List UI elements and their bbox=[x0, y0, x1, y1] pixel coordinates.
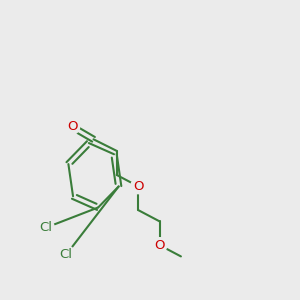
Text: O: O bbox=[67, 120, 77, 133]
Circle shape bbox=[37, 219, 54, 237]
Circle shape bbox=[131, 179, 146, 194]
Circle shape bbox=[152, 238, 167, 253]
Text: Cl: Cl bbox=[60, 248, 73, 261]
Circle shape bbox=[65, 119, 80, 134]
Text: Cl: Cl bbox=[39, 221, 52, 234]
Text: O: O bbox=[154, 238, 165, 252]
Text: O: O bbox=[133, 180, 143, 193]
Circle shape bbox=[57, 246, 75, 263]
